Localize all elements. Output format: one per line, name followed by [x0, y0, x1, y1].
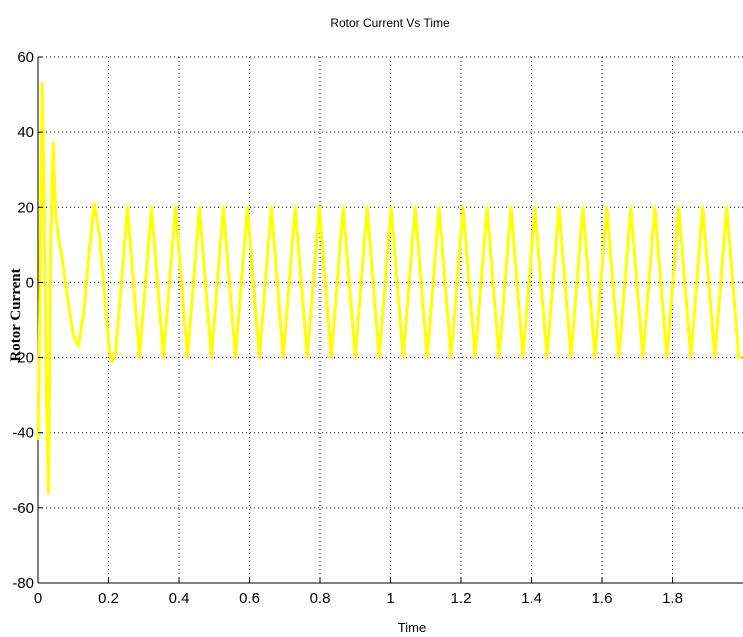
- chart-title: Rotor Current Vs Time: [330, 16, 450, 30]
- series-line: [36, 81, 743, 495]
- series-layer: [36, 81, 743, 495]
- y-axis-label: Rotor Current: [8, 268, 24, 361]
- x-tick-label: 1.2: [451, 590, 472, 607]
- x-tick-label: 0: [34, 590, 42, 607]
- y-tick-label: 40: [17, 124, 34, 141]
- x-tick-label: 1.8: [662, 590, 683, 607]
- x-tick-label: 1.6: [592, 590, 613, 607]
- x-axis-label: Time: [398, 620, 426, 635]
- y-tick-label: 20: [17, 199, 34, 216]
- y-tick-label: -60: [12, 500, 34, 517]
- y-tick-label: -80: [12, 575, 34, 592]
- x-tick-label: 0.4: [169, 590, 190, 607]
- x-tick-label: 0.8: [310, 590, 331, 607]
- y-tick-label: 60: [17, 49, 34, 66]
- y-tick-label: -20: [12, 350, 34, 367]
- x-tick-label: 0.2: [98, 590, 119, 607]
- x-tick-label: 0.6: [239, 590, 260, 607]
- y-tick-label: -40: [12, 425, 34, 442]
- x-tick-label: 1: [386, 590, 394, 607]
- x-tick-label: 1.4: [521, 590, 542, 607]
- tick-layer: 0 0.2 0.4 0.6 0.8 1 1.2 1.4 1.6 1.8 60 40 20 0 -20 -40 -…: [12, 49, 683, 607]
- y-tick-label: 0: [26, 274, 34, 291]
